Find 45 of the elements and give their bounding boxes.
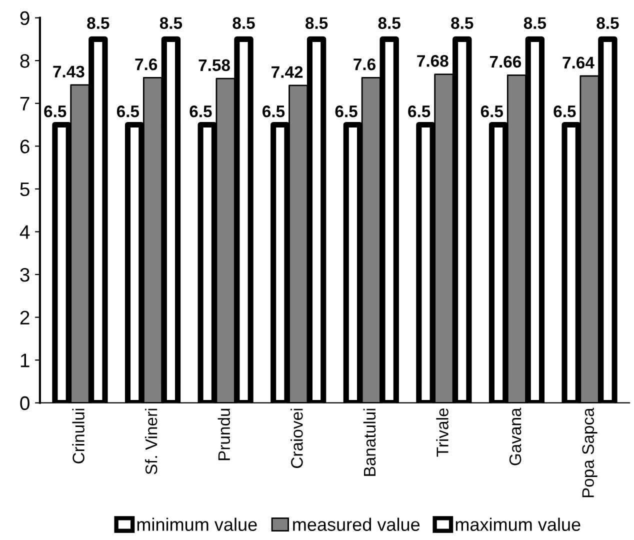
- x-tick-label: Crinului: [72, 408, 84, 464]
- data-label: 6.5: [190, 106, 212, 118]
- data-label: 8.5: [451, 17, 474, 29]
- data-label: 6.5: [44, 106, 66, 118]
- data-label: 8.5: [306, 17, 328, 29]
- data-label: 6.5: [262, 106, 285, 118]
- data-label: 7.68: [417, 55, 448, 67]
- y-tick-label: 6: [20, 140, 30, 154]
- data-label: 7.64: [562, 56, 594, 69]
- data-label: 6.5: [116, 106, 140, 118]
- y-tick-label: 3: [20, 268, 30, 282]
- legend-label: minimum value: [137, 518, 257, 531]
- data-label: 8.5: [232, 17, 255, 29]
- y-tick-label: 2: [20, 310, 30, 324]
- data-label: 8.5: [596, 17, 619, 29]
- data-label: 6.5: [408, 106, 430, 118]
- x-tick-label: Popa Sapca: [582, 408, 598, 498]
- x-tick-label: Craiovei: [290, 408, 303, 468]
- x-tick-label: Trivale: [436, 408, 448, 457]
- y-tick-label: 1: [20, 354, 30, 368]
- data-label: 7.58: [198, 59, 230, 72]
- y-tick-label: 7: [20, 97, 30, 110]
- data-label: 7.42: [272, 66, 303, 78]
- data-label: 6.5: [335, 106, 358, 118]
- data-label: 8.5: [87, 17, 110, 29]
- legend-label: measured value: [293, 518, 420, 531]
- data-label: 8.5: [160, 17, 182, 29]
- data-label: 7.43: [53, 66, 84, 78]
- y-tick-label: 5: [20, 182, 30, 196]
- legend-label: maximum value: [456, 518, 580, 531]
- x-tick-label: Sf. Vineri: [145, 408, 158, 474]
- data-label: 6.5: [554, 106, 576, 118]
- y-tick-label: 9: [20, 11, 30, 26]
- data-label: 7.6: [354, 58, 376, 70]
- data-label: 8.5: [524, 17, 546, 29]
- y-tick-label: 4: [20, 225, 30, 239]
- data-label: 7.66: [490, 56, 522, 68]
- data-label: 7.6: [135, 58, 158, 70]
- x-tick-label: Prundu: [218, 408, 230, 460]
- data-label: 6.5: [480, 106, 504, 118]
- y-tick-label: 8: [20, 54, 30, 68]
- x-tick-label: Gavana: [509, 408, 522, 466]
- x-tick-label: Banatului: [363, 408, 376, 476]
- y-tick-label: 0: [20, 396, 30, 410]
- data-label: 8.5: [378, 17, 400, 29]
